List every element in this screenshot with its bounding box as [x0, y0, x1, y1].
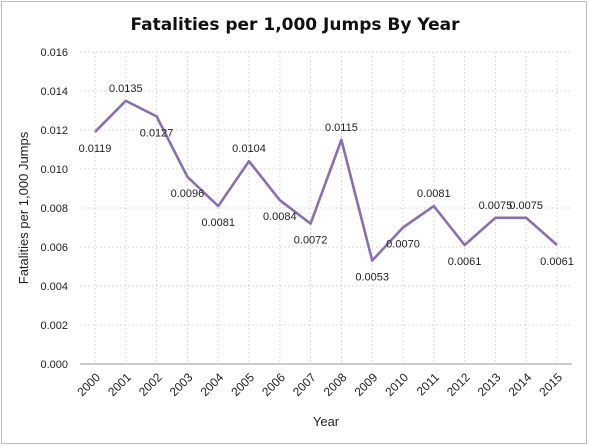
data-label: 0.0053	[355, 272, 389, 284]
data-label: 0.0084	[263, 211, 297, 223]
x-tick-label: 2003	[167, 370, 196, 399]
x-tick-label: 2002	[136, 370, 165, 399]
y-axis-title: Fatalities per 1,000 Jumps	[16, 131, 31, 284]
data-label: 0.0127	[140, 127, 174, 139]
data-labels: 0.0119 0.0135 0.0127 0.0096 0.0081 0.0104 0.00…	[79, 83, 574, 284]
data-label: 0.0061	[540, 256, 574, 268]
x-tick-label: 2013	[475, 370, 504, 399]
data-label: 0.0075	[479, 200, 513, 212]
data-label: 0.0081	[201, 217, 235, 229]
data-label: 0.0070	[386, 239, 420, 251]
y-tick-label: 0.002	[40, 320, 68, 332]
x-tick-label: 2010	[382, 370, 411, 399]
data-label: 0.0072	[294, 235, 328, 247]
data-label: 0.0115	[325, 122, 358, 134]
x-tick-label: 2011	[414, 370, 442, 398]
data-label: 0.0096	[171, 188, 205, 200]
x-tick-label: 2006	[259, 370, 288, 399]
y-tick-label: 0.016	[40, 47, 68, 59]
x-tick-label: 2008	[321, 370, 350, 399]
x-axis-ticks: 2000 2001 2002 2003 2004 2005 2006 2007 2008 2009…	[74, 370, 565, 399]
x-tick-label: 2007	[290, 370, 319, 399]
x-tick-label: 2000	[74, 370, 103, 399]
y-tick-label: 0.012	[40, 125, 68, 137]
x-tick-label: 2005	[228, 370, 257, 399]
data-label: 0.0119	[79, 143, 112, 155]
x-tick-label: 2001	[105, 370, 134, 399]
x-axis-title: Year	[313, 414, 340, 429]
y-tick-label: 0.006	[40, 242, 68, 254]
y-tick-label: 0.004	[40, 281, 68, 293]
x-tick-label: 2004	[198, 370, 227, 399]
y-tick-label: 0.014	[40, 86, 68, 98]
y-tick-label: 0.010	[40, 164, 68, 176]
data-label: 0.0075	[509, 200, 543, 212]
y-axis-ticks: 0.000 0.002 0.004 0.006 0.008 0.010 0.012 0.014…	[40, 47, 68, 371]
data-label: 0.0135	[109, 83, 143, 95]
series-layer	[94, 99, 558, 262]
data-label: 0.0061	[448, 256, 482, 268]
y-tick-label: 0.008	[40, 203, 68, 215]
chart-title: Fatalities per 1,000 Jumps By Year	[131, 15, 461, 35]
grid-lines	[80, 51, 572, 365]
x-tick-label: 2012	[444, 370, 473, 399]
x-tick-label: 2015	[536, 370, 565, 399]
data-label: 0.0104	[232, 143, 266, 155]
data-label: 0.0081	[417, 188, 451, 200]
x-tick-label: 2014	[506, 370, 535, 399]
x-tick-label: 2009	[352, 370, 381, 399]
series-line	[94, 99, 558, 262]
y-tick-label: 0.000	[40, 359, 68, 371]
